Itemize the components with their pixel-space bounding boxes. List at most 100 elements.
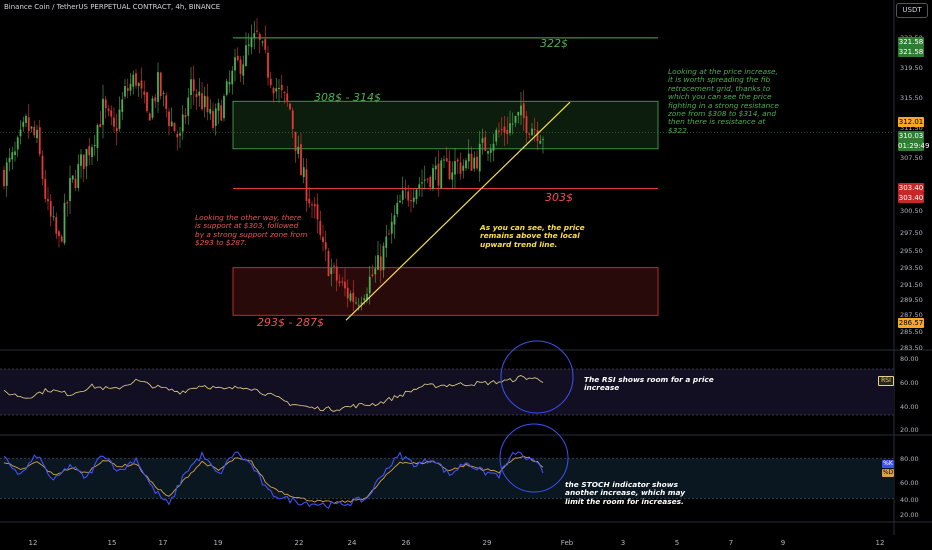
currency-button[interactable]: USDT <box>896 3 928 18</box>
annotation-stoch: the STOCH indicator shows another increa… <box>565 480 686 506</box>
annotation-left: Looking the other way, there is support … <box>195 213 308 248</box>
candle-body <box>143 91 146 95</box>
candle-body <box>239 59 242 74</box>
rsi-badge: RSI <box>878 376 894 386</box>
candle-body <box>280 85 283 91</box>
candle-body <box>55 217 58 234</box>
candle-body <box>484 137 487 151</box>
candle-body <box>473 157 476 169</box>
candle-body <box>360 302 363 304</box>
candles-group <box>3 18 544 312</box>
time-axis-label: 29 <box>483 539 492 547</box>
candle-body <box>250 37 253 48</box>
candle-body <box>352 292 355 302</box>
candle-body <box>258 33 261 40</box>
rsi-band <box>0 369 894 415</box>
rsi-tick-label: 20.00 <box>900 426 919 434</box>
annotation-rsi: The RSI shows room for a price increase <box>584 375 714 393</box>
candle-body <box>192 79 195 92</box>
candle-body <box>135 73 137 86</box>
zone-high-label: 308$ - 314$ <box>314 91 381 104</box>
price-badge-last: 310.03 <box>898 131 924 141</box>
candle-body <box>190 79 192 96</box>
rsi-line <box>3 375 544 412</box>
candle-body <box>399 200 401 203</box>
candle-body <box>52 216 55 218</box>
candle-body <box>261 41 264 43</box>
candle-body <box>146 92 148 112</box>
candle-body <box>371 274 374 276</box>
price-tick-label: 300.50 <box>900 207 923 215</box>
candle-body <box>308 198 311 204</box>
price-tick-label: 311.50 <box>900 124 923 132</box>
candle-body <box>30 126 33 129</box>
candle-body <box>165 95 168 109</box>
candle-body <box>49 201 52 217</box>
candle-body <box>533 129 536 131</box>
candle-body <box>264 39 267 50</box>
candle-body <box>478 143 481 172</box>
stoch-k-line <box>3 450 544 510</box>
candle-body <box>470 153 473 171</box>
candle-body <box>385 236 388 248</box>
candle-body <box>467 153 470 162</box>
candle-body <box>327 250 330 277</box>
candle-body <box>509 123 511 134</box>
candle-body <box>525 116 528 134</box>
candle-body <box>278 87 280 89</box>
price-badge-low: 286.57 <box>898 318 924 328</box>
candle-body <box>536 130 539 142</box>
candle-body <box>129 83 132 91</box>
candle-body <box>80 154 82 166</box>
price-tick-label: 319.50 <box>900 64 923 72</box>
candle-body <box>448 160 451 180</box>
candle-body <box>269 78 272 86</box>
candle-body <box>390 221 393 234</box>
candle-body <box>223 96 225 119</box>
resistance-label: 322$ <box>540 37 568 50</box>
candle-body <box>99 123 102 128</box>
candle-body <box>404 187 407 190</box>
candle-body <box>377 255 379 270</box>
candle-body <box>267 52 269 78</box>
rsi-tick-label: 60.00 <box>900 379 919 387</box>
candle-body <box>11 152 14 160</box>
price-badge-support-2: 303.40 <box>898 193 924 203</box>
candle-body <box>407 191 410 201</box>
candle-body <box>102 98 104 125</box>
candle-body <box>74 178 77 188</box>
candle-body <box>511 123 514 125</box>
candle-body <box>91 147 93 157</box>
rsi-tick-label: 80.00 <box>900 355 919 363</box>
annotation-trend: As you can see, the price remains above … <box>480 223 585 249</box>
candle-body <box>3 169 5 187</box>
time-axis-label: Feb <box>561 539 574 547</box>
candle-body <box>275 88 278 92</box>
candle-body <box>445 158 448 162</box>
candle-body <box>47 199 49 202</box>
candle-body <box>297 146 300 154</box>
candle-body <box>113 117 115 127</box>
price-tick-label: 297.50 <box>900 229 923 237</box>
candle-body <box>500 129 503 131</box>
candle-body <box>148 113 151 121</box>
support-zone <box>232 267 659 316</box>
candle-body <box>77 164 80 189</box>
candle-body <box>319 220 322 235</box>
candle-body <box>173 122 176 132</box>
candle-body <box>198 91 201 96</box>
trendline <box>345 101 571 321</box>
candle-body <box>322 236 324 243</box>
stoch-badge-k: %K <box>882 460 894 468</box>
candle-body <box>206 96 209 113</box>
time-axis-label: 12 <box>876 539 885 547</box>
price-tick-label: 283.50 <box>900 344 923 352</box>
candle-body <box>421 182 423 184</box>
candle-body <box>393 215 396 225</box>
candle-body <box>531 128 533 136</box>
candle-body <box>451 172 454 180</box>
candle-body <box>539 140 542 144</box>
time-axis-label: 5 <box>675 539 679 547</box>
candle-body <box>170 121 173 127</box>
candle-body <box>462 165 465 171</box>
